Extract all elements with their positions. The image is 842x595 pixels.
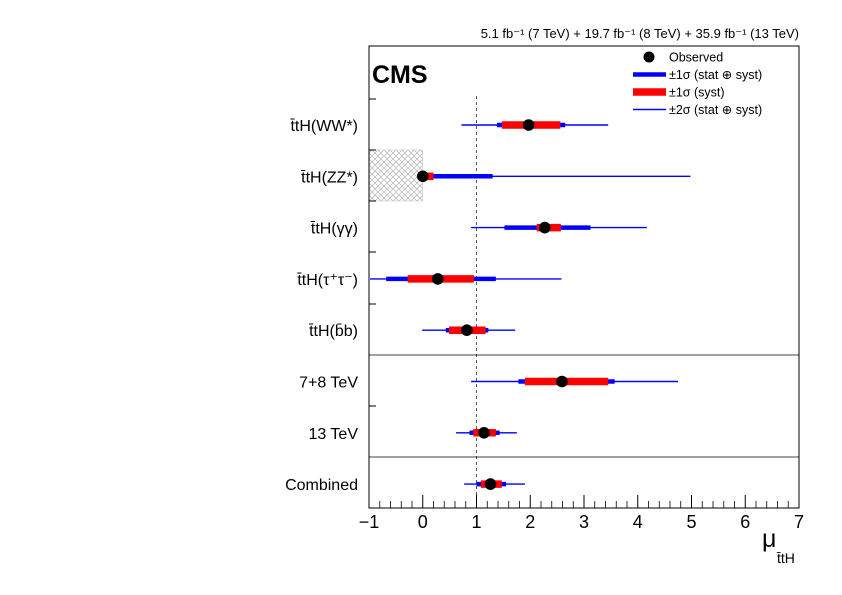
observed-marker bbox=[478, 427, 490, 439]
result-row: Combined bbox=[285, 477, 525, 494]
x-tick-label: 4 bbox=[633, 512, 643, 532]
x-axis: −1 0 1 2 3 4 5 6 7 bbox=[359, 495, 804, 532]
row-label: t̄tH(γγ) bbox=[310, 221, 358, 238]
result-row: t̄tH(τ⁺τ⁻) bbox=[296, 272, 562, 289]
observed-marker bbox=[484, 478, 497, 490]
result-row: t̄tH(b̄b) bbox=[308, 323, 516, 340]
data-layer: t̄tH(WW*) t̄tH(ZZ*) t̄tH(γγ) t̄tH(τ⁺τ⁻) t̄tH… bbox=[285, 118, 691, 494]
result-row: t̄tH(ZZ*) bbox=[300, 169, 691, 186]
observed-marker bbox=[538, 221, 551, 234]
row-label: Combined bbox=[285, 477, 358, 494]
legend-label: ±1σ (syst) bbox=[669, 86, 725, 100]
result-row: t̄tH(γγ) bbox=[310, 221, 647, 238]
plot-area bbox=[368, 45, 800, 509]
observed-marker bbox=[556, 375, 568, 388]
row-label: t̄tH(τ⁺τ⁻) bbox=[296, 272, 358, 289]
observed-marker bbox=[432, 273, 444, 285]
observed-marker bbox=[522, 119, 535, 131]
legend-label: Observed bbox=[669, 51, 723, 65]
row-label: t̄tH(b̄b) bbox=[308, 323, 358, 340]
row-label: 13 TeV bbox=[308, 426, 358, 443]
x-tick-label: −1 bbox=[359, 512, 380, 532]
luminosity-label: 5.1 fb⁻¹ (7 TeV) + 19.7 fb⁻¹ (8 TeV) + 3… bbox=[481, 26, 799, 41]
x-tick-label: 3 bbox=[579, 512, 589, 532]
x-tick-label: 5 bbox=[686, 512, 696, 532]
row-label: t̄tH(WW*) bbox=[290, 118, 359, 135]
row-label: 7+8 TeV bbox=[299, 375, 358, 392]
legend-label: ±1σ (stat ⊕ syst) bbox=[669, 68, 762, 82]
x-axis-title: μ bbox=[762, 525, 776, 553]
observed-marker bbox=[416, 170, 429, 183]
x-tick-label: 0 bbox=[418, 512, 428, 532]
observed-marker bbox=[461, 324, 473, 337]
x-axis-title-subscript: t̄tH bbox=[777, 550, 795, 566]
result-row: 13 TeV bbox=[308, 426, 517, 443]
x-tick-label: 2 bbox=[525, 512, 535, 532]
cms-label: CMS bbox=[372, 61, 428, 89]
x-tick-label: 1 bbox=[471, 512, 481, 532]
x-tick-label: 7 bbox=[794, 512, 804, 532]
result-row: t̄tH(WW*) bbox=[290, 118, 609, 135]
legend-swatch-observed bbox=[643, 51, 655, 63]
excluded-region bbox=[368, 149, 424, 202]
result-row: 7+8 TeV bbox=[299, 375, 679, 392]
row-label: t̄tH(ZZ*) bbox=[300, 169, 358, 186]
legend: Observed ±1σ (stat ⊕ syst) ±1σ (syst) ±2σ (… bbox=[633, 51, 762, 117]
legend-label: ±2σ (stat ⊕ syst) bbox=[669, 103, 762, 117]
x-tick-label: 6 bbox=[740, 512, 750, 532]
